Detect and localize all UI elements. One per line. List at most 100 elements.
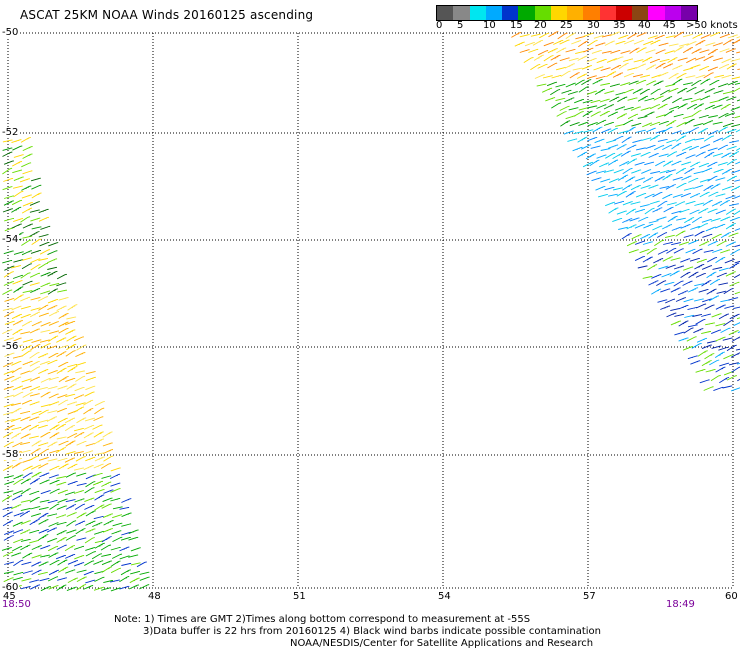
wind-barb xyxy=(621,136,632,144)
wind-barb xyxy=(3,490,14,494)
wind-barb xyxy=(734,244,740,248)
wind-barb xyxy=(714,351,726,358)
wind-barb xyxy=(38,234,49,238)
wind-barb xyxy=(729,217,740,222)
wind-barb xyxy=(618,62,629,70)
wind-barb xyxy=(705,42,716,47)
wind-barb xyxy=(29,209,40,213)
wind-barb xyxy=(722,123,733,128)
wind-barb xyxy=(640,185,651,189)
note-line-3: NOAA/NESDIS/Center for Satellite Applica… xyxy=(290,638,594,649)
wind-barb xyxy=(85,376,96,382)
wind-barb xyxy=(703,386,714,391)
wind-barb xyxy=(609,178,620,184)
wind-barb xyxy=(725,208,737,215)
wind-barb xyxy=(684,217,695,224)
legend-swatch xyxy=(680,6,697,20)
wind-barb xyxy=(55,514,67,519)
wind-barb xyxy=(622,218,633,224)
wind-barb xyxy=(710,374,721,382)
wind-barb xyxy=(708,130,719,136)
wind-barb xyxy=(12,490,23,495)
wind-barb xyxy=(603,104,614,110)
wind-barb xyxy=(528,48,539,53)
wind-barb xyxy=(75,528,86,535)
wind-barb xyxy=(76,512,87,519)
wind-barb xyxy=(717,144,728,151)
wind-barb xyxy=(684,118,695,125)
wind-barb xyxy=(671,242,681,246)
wind-barb xyxy=(40,290,51,295)
wind-barb xyxy=(711,345,722,349)
wind-barb xyxy=(694,89,705,95)
wind-barb xyxy=(40,554,50,558)
wind-barb xyxy=(731,169,740,174)
wind-barb xyxy=(607,127,618,134)
wind-barb xyxy=(646,247,657,255)
wind-barb xyxy=(101,560,112,566)
wind-barb xyxy=(683,266,694,271)
wind-barb xyxy=(30,343,41,351)
wind-barb xyxy=(683,234,694,238)
wind-barb xyxy=(608,144,619,149)
wind-barb xyxy=(57,559,68,566)
wind-barb xyxy=(2,208,13,213)
wind-barb xyxy=(609,83,620,88)
wind-barb xyxy=(40,585,51,592)
wind-barb xyxy=(648,232,659,239)
wind-barb xyxy=(46,416,58,422)
wind-barb xyxy=(29,435,39,439)
wind-barb xyxy=(657,138,668,142)
wind-barb xyxy=(559,105,570,111)
wind-barb xyxy=(572,67,583,71)
wind-barb xyxy=(672,65,683,70)
wind-barb xyxy=(22,465,33,472)
wind-barb xyxy=(691,48,702,54)
wind-barb xyxy=(48,393,59,399)
wind-barb xyxy=(110,467,121,472)
wind-barb xyxy=(30,448,41,455)
wind-barb xyxy=(83,399,94,406)
wind-barb xyxy=(49,559,60,566)
wind-barb xyxy=(591,177,602,182)
wind-barb xyxy=(74,545,85,550)
wind-barb xyxy=(37,296,48,302)
wind-barb xyxy=(694,137,705,141)
wind-barb xyxy=(11,462,22,469)
wind-barb xyxy=(65,569,76,574)
wind-barb xyxy=(29,272,41,278)
wind-barb xyxy=(19,510,31,517)
wind-barb xyxy=(30,506,41,510)
wind-barb xyxy=(46,345,57,350)
wind-barb xyxy=(639,204,650,208)
wind-barb xyxy=(11,360,22,366)
wind-barb xyxy=(672,78,683,86)
wind-barb xyxy=(690,360,701,365)
wind-barb xyxy=(718,346,729,351)
wind-barb xyxy=(609,31,620,37)
wind-barb xyxy=(689,258,700,262)
wind-barb xyxy=(690,193,701,199)
wind-barb xyxy=(693,103,704,110)
grid-lines xyxy=(7,32,734,589)
wind-barb xyxy=(620,150,631,157)
wind-barb xyxy=(683,298,694,303)
wind-barb xyxy=(625,190,636,198)
wind-barb xyxy=(3,441,14,448)
wind-barb xyxy=(701,344,712,350)
wind-barb xyxy=(551,102,562,109)
wind-barb xyxy=(669,105,680,110)
wind-barb xyxy=(49,503,60,510)
wind-barb xyxy=(717,162,728,166)
wind-barb xyxy=(13,478,24,485)
wind-barb xyxy=(641,137,652,141)
wind-barb xyxy=(719,199,730,206)
wind-barb xyxy=(640,151,651,157)
wind-barb xyxy=(726,96,737,101)
wind-barb xyxy=(725,48,736,53)
wind-barb xyxy=(664,281,675,286)
wind-barb xyxy=(616,113,628,119)
wind-barb xyxy=(21,162,32,168)
wind-barb xyxy=(701,265,713,270)
wind-barb xyxy=(700,78,711,85)
